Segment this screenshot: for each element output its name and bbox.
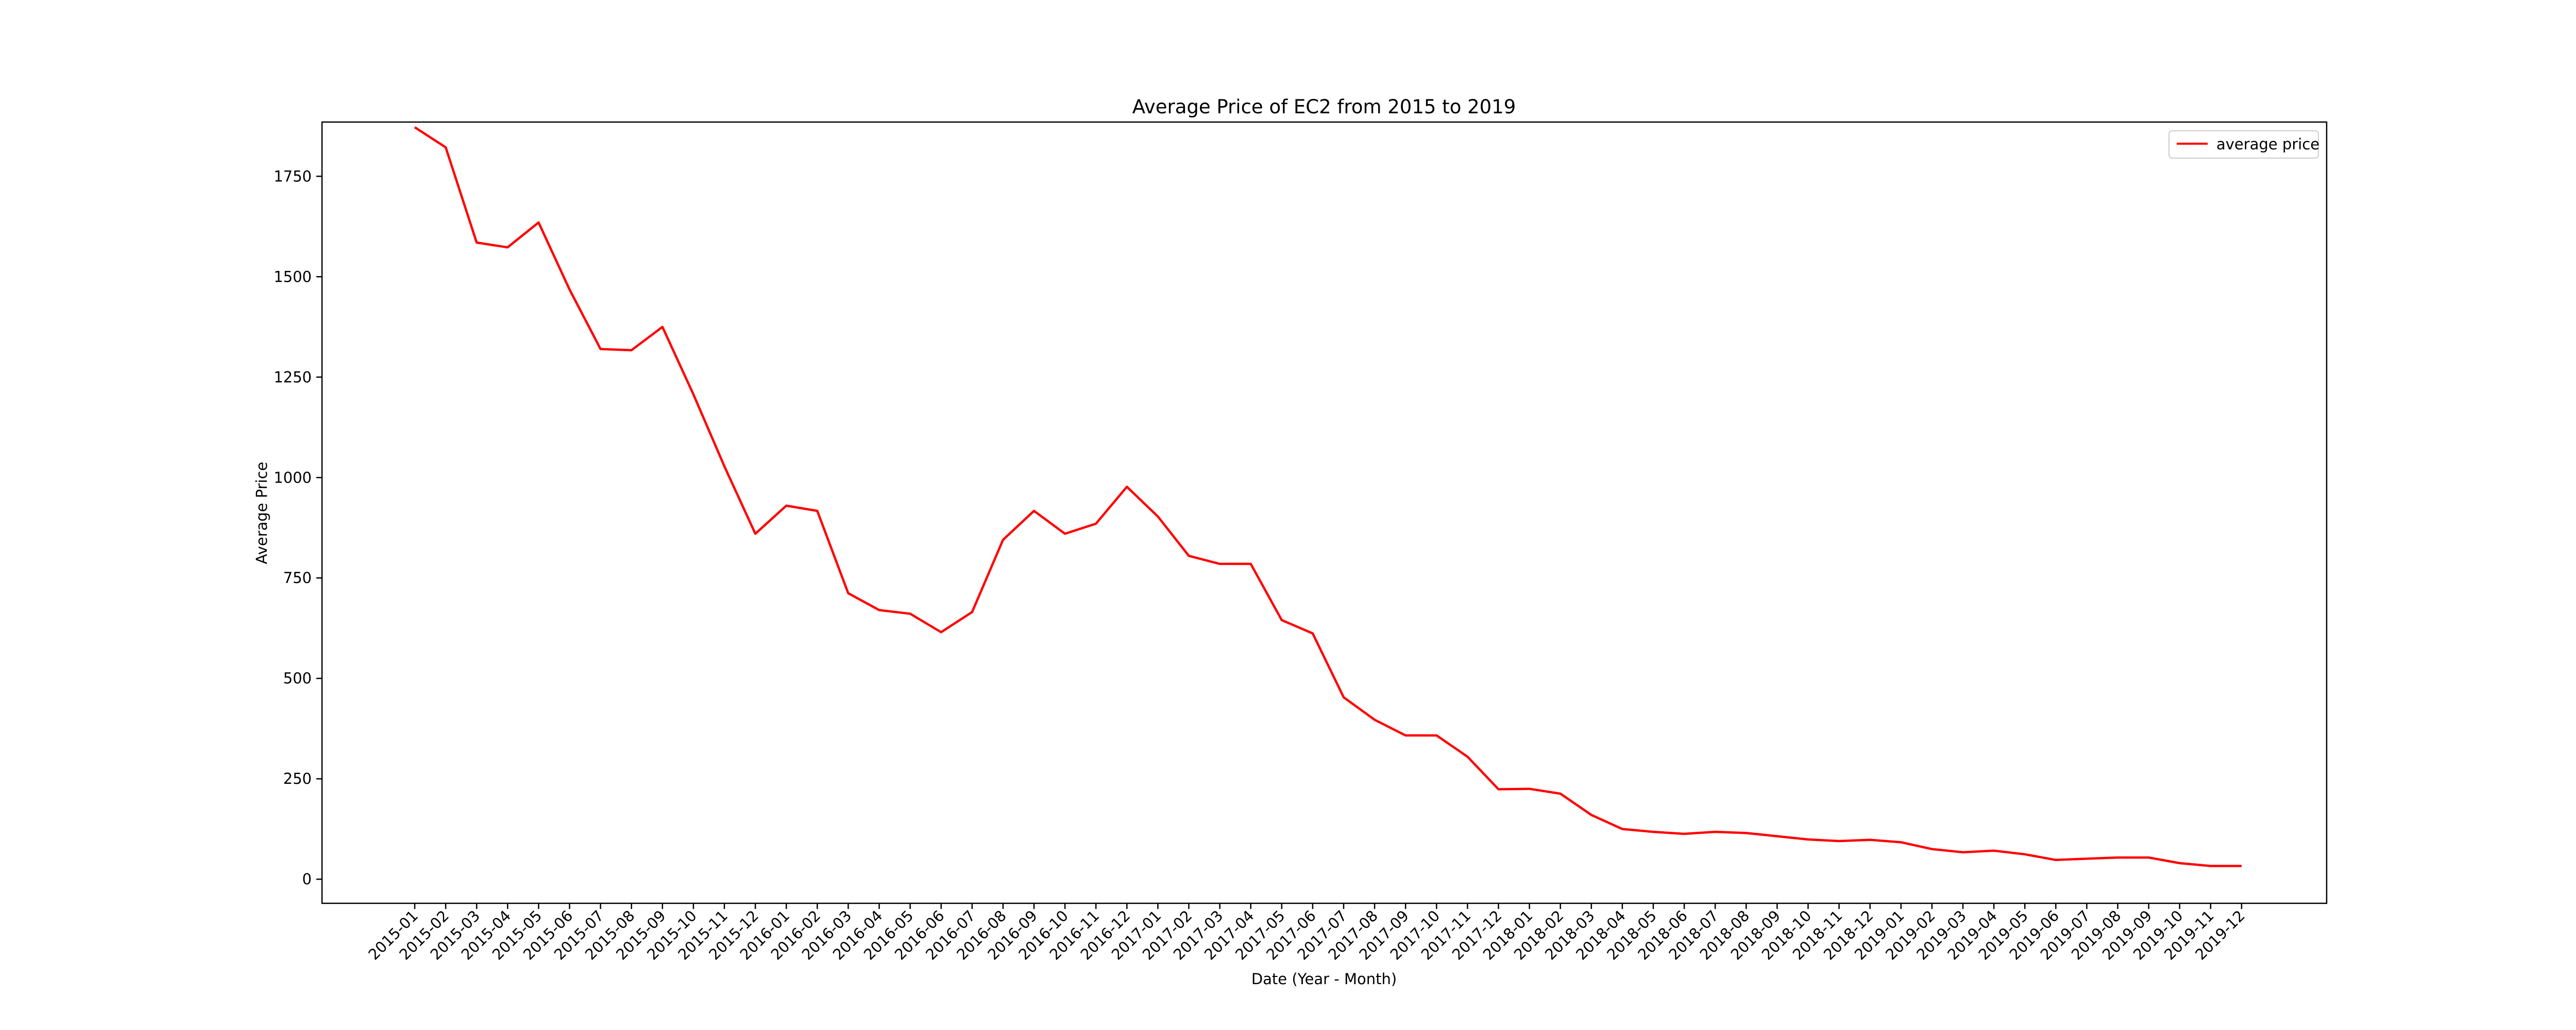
x-axis-label: Date (Year - Month) bbox=[1251, 970, 1397, 988]
y-axis: 0 250 500 750 1000 1250 1500 1750 bbox=[274, 167, 322, 888]
x-axis: 2015-012015-022015-032015-042015-052015-… bbox=[365, 903, 2248, 964]
y-axis-label: Average Price bbox=[253, 461, 270, 564]
legend-box bbox=[2168, 130, 2319, 159]
y-tick-label: 1250 bbox=[274, 368, 312, 386]
y-tick-label: 0 bbox=[302, 870, 312, 888]
y-tick-label: 500 bbox=[283, 670, 312, 687]
y-tick-label: 250 bbox=[283, 770, 312, 787]
legend-label: average price bbox=[2216, 135, 2319, 153]
y-tick-label: 1500 bbox=[274, 268, 312, 285]
plot-area bbox=[414, 126, 2242, 867]
legend: average price bbox=[2168, 130, 2319, 159]
y-tick-label: 1000 bbox=[274, 469, 312, 486]
chart-title: Average Price of EC2 from 2015 to 2019 bbox=[1132, 96, 1516, 118]
y-tick-label: 1750 bbox=[274, 167, 312, 185]
series-line-average-price bbox=[414, 126, 2242, 867]
plot-frame bbox=[321, 121, 2328, 904]
y-tick-label: 750 bbox=[283, 569, 312, 587]
